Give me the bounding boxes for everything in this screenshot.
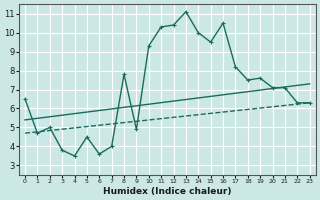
X-axis label: Humidex (Indice chaleur): Humidex (Indice chaleur): [103, 187, 232, 196]
